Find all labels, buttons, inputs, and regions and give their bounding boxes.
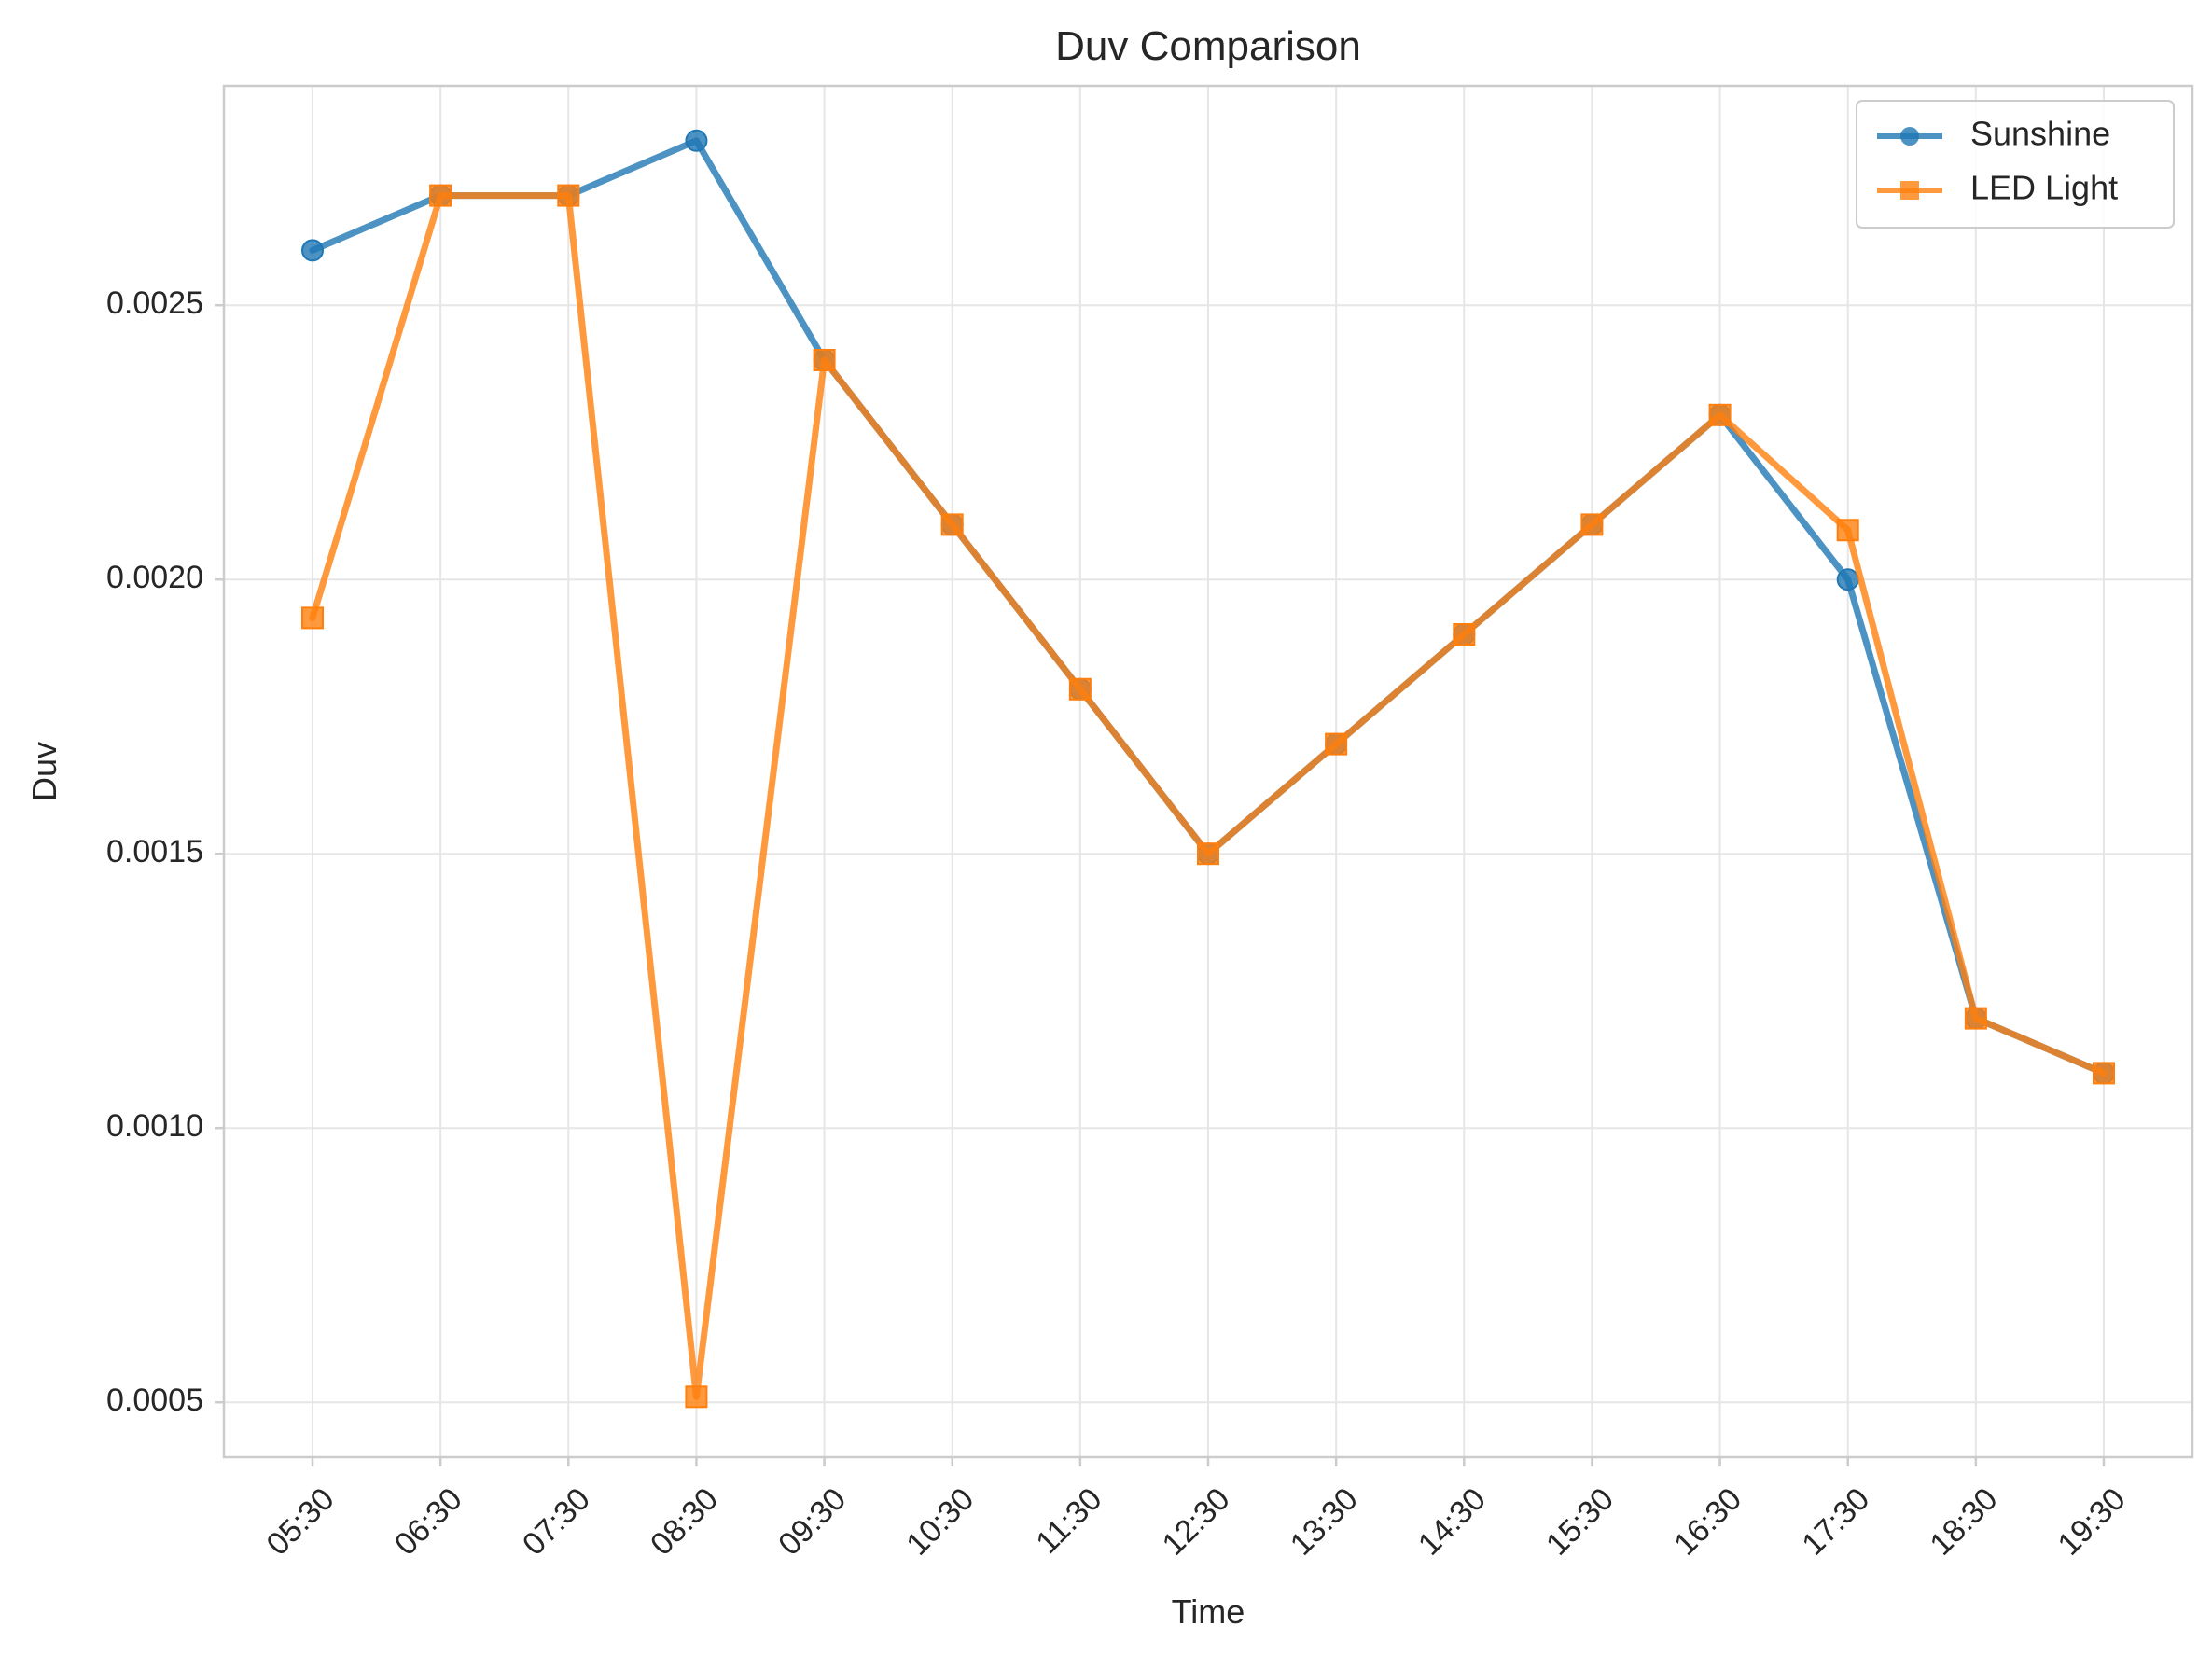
data-point <box>301 606 324 630</box>
x-tick-label: 07:30 <box>516 1481 597 1563</box>
data-point <box>1836 519 1859 542</box>
data-point <box>1964 1007 1987 1030</box>
x-tick-label: 06:30 <box>388 1481 469 1563</box>
data-point <box>685 1385 708 1409</box>
x-tick-label: 12:30 <box>1156 1481 1237 1563</box>
x-tick-label: 13:30 <box>1284 1481 1365 1563</box>
data-point <box>2093 1062 2115 1085</box>
x-tick-label: 17:30 <box>1795 1481 1876 1563</box>
ticks-layer: 05:30 06:30 07:30 08:30 09:30 10:30 11:30 12:30… <box>106 285 2133 1563</box>
x-tick-label: 10:30 <box>899 1481 981 1563</box>
legend-entry-led-light: LED Light <box>1877 169 2118 207</box>
x-tick-label: 19:30 <box>2052 1481 2133 1563</box>
y-tick-label: 0.0005 <box>106 1383 203 1418</box>
legend-marker-led-light <box>1900 181 1919 200</box>
data-point <box>301 239 324 262</box>
x-tick-label: 05:30 <box>260 1481 341 1563</box>
x-tick-label: 16:30 <box>1667 1481 1748 1563</box>
x-axis-label: Time <box>1172 1592 1245 1631</box>
data-point <box>1580 513 1604 536</box>
data-point <box>940 513 964 536</box>
x-tick-label: 08:30 <box>644 1481 725 1563</box>
x-tick-label: 14:30 <box>1412 1481 1493 1563</box>
x-tick-label: 09:30 <box>772 1481 853 1563</box>
series-layer <box>301 129 2115 1409</box>
grid-layer <box>224 86 2192 1457</box>
data-point <box>1068 677 1092 701</box>
legend-box <box>1856 100 2175 229</box>
chart-title: Duv Comparison <box>1055 23 1361 69</box>
y-tick-label: 0.0010 <box>106 1108 203 1144</box>
y-axis-label: Duv <box>25 742 63 801</box>
y-tick-label: 0.0025 <box>106 285 203 321</box>
data-point <box>1325 732 1348 756</box>
legend-entry-sunshine: Sunshine <box>1877 115 2110 153</box>
data-point <box>1708 403 1732 426</box>
legend: Sunshine LED Light <box>1856 100 2175 229</box>
legend-label-led-light: LED Light <box>1970 169 2118 207</box>
x-tick-label: 15:30 <box>1539 1481 1621 1563</box>
data-point <box>1453 623 1476 646</box>
x-tick-label: 11:30 <box>1029 1481 1108 1561</box>
x-tick-label: 18:30 <box>1923 1481 2004 1563</box>
y-tick-label: 0.0020 <box>106 560 203 595</box>
data-point <box>685 129 708 152</box>
data-point <box>813 349 836 371</box>
data-point <box>557 184 580 207</box>
series-led-light <box>301 184 2115 1409</box>
legend-label-sunshine: Sunshine <box>1970 115 2110 153</box>
data-point <box>429 184 452 207</box>
legend-marker-sunshine <box>1900 127 1919 146</box>
data-point <box>1197 842 1219 866</box>
y-tick-label: 0.0015 <box>106 834 203 869</box>
data-point <box>1836 568 1859 591</box>
